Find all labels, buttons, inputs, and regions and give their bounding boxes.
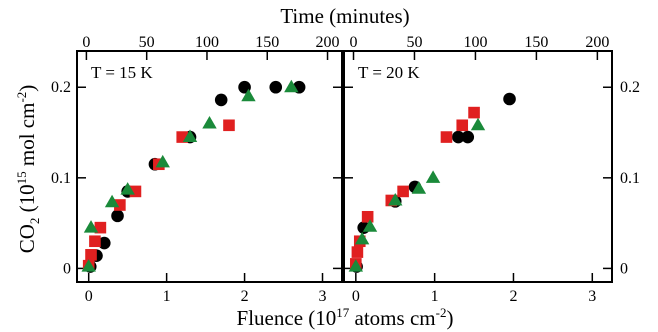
top-x-tick-label: 200 [585,34,609,51]
top-x-tick-label: 50 [139,34,155,51]
data-point-circle [269,80,283,94]
bottom-axis-title-superscript: 17 [336,305,350,320]
data-point-triangle [202,115,217,129]
y-tick-label: 0.2 [51,79,71,96]
data-point-square [468,106,480,119]
data-point-triangle [104,194,120,208]
data-point-triangle [83,220,99,233]
top-x-tick-label: 50 [406,34,422,51]
left-axis-title-superscript: -2 [14,92,29,103]
data-point-triangle [388,192,403,206]
data-point-triangle [348,259,364,272]
left-axis-title-part: (10 [15,184,39,217]
y-tick-label: 0 [63,260,71,277]
data-point-square [89,235,101,248]
chart-panel: 0 1 2 3 0 50 100 150 200 0 0.1 0.2 T = 15 K [51,34,343,305]
top-x-tick-label: 100 [463,34,487,51]
data-point-square [85,249,97,261]
data-point-triangle [354,231,370,245]
x-tick-label: 3 [319,288,327,305]
data-point-triangle [81,259,96,272]
data-point-circle [451,130,465,144]
data-point-circle [97,236,111,250]
data-point-circle [214,93,228,107]
left-axis-title-part: ) [15,85,39,92]
y-tick-label: 0.1 [51,170,71,187]
left-axis-title-subscript: 2 [27,218,42,225]
top-x-tick-label: 100 [195,34,219,51]
panel-label: T = 15 K [91,63,153,82]
left-axis-title-part: mol cm [15,103,39,172]
data-point-square [361,210,374,223]
y-tick-label: 0.2 [620,79,640,96]
x-tick-label: 0 [85,288,93,305]
data-point-circle [111,209,124,223]
data-point-square [397,185,409,198]
y-tick-label: 0.1 [620,170,640,187]
data-point-triangle [362,219,378,232]
data-point-triangle [470,117,486,131]
top-x-tick-label: 0 [350,34,358,51]
x-tick-label: 2 [509,288,517,305]
data-point-square [114,199,126,211]
x-tick-label: 3 [588,288,596,305]
bottom-axis-title-superscript: -2 [436,305,447,320]
data-point-triangle [155,154,170,168]
top-axis-title: Time (minutes) [280,4,409,28]
top-x-tick-label: 0 [82,34,90,51]
x-tick-label: 2 [241,288,249,305]
left-axis-title-part: CO [15,224,39,253]
data-point-square [129,185,142,198]
data-point-square [456,119,469,132]
data-point-square [223,119,235,132]
plot-frame [76,50,343,283]
left-axis-title: CO2 (1015 mol cm-2) [14,85,42,254]
data-point-triangle [425,170,441,183]
data-point-square [440,131,453,143]
data-point-circle [503,92,516,106]
y-tick-label: 0 [620,260,628,277]
data-point-square [351,246,364,258]
bottom-axis-title: Fluence (1017 atoms cm-2) [237,305,454,330]
top-axis-title-group: Time (minutes) [280,4,409,28]
panel-label: T = 20 K [358,63,420,82]
top-x-tick-label: 200 [316,34,340,51]
data-point-circle [461,130,475,144]
data-point-triangle [411,181,427,194]
bottom-axis-title-part: atoms cm [349,306,435,330]
bottom-axis-title-part: ) [446,306,453,330]
left-axis-title-superscript: 15 [14,171,29,184]
top-x-tick-label: 150 [255,34,279,51]
data-point-triangle [284,79,299,93]
data-point-triangle [182,129,198,143]
x-tick-label: 0 [352,288,360,305]
data-point-square [94,221,107,234]
data-point-triangle [120,182,135,195]
top-x-tick-label: 150 [524,34,548,51]
bottom-axis-title-part: Fluence (10 [237,306,337,330]
x-tick-label: 1 [163,288,171,305]
data-point-triangle [241,88,256,102]
data-point-square [176,131,189,143]
chart-panel: 0 1 2 3 0 50 100 150 200 0 0.1 0.2 T = 20 K [343,34,640,305]
x-tick-label: 1 [431,288,439,305]
plot-frame [343,50,613,283]
